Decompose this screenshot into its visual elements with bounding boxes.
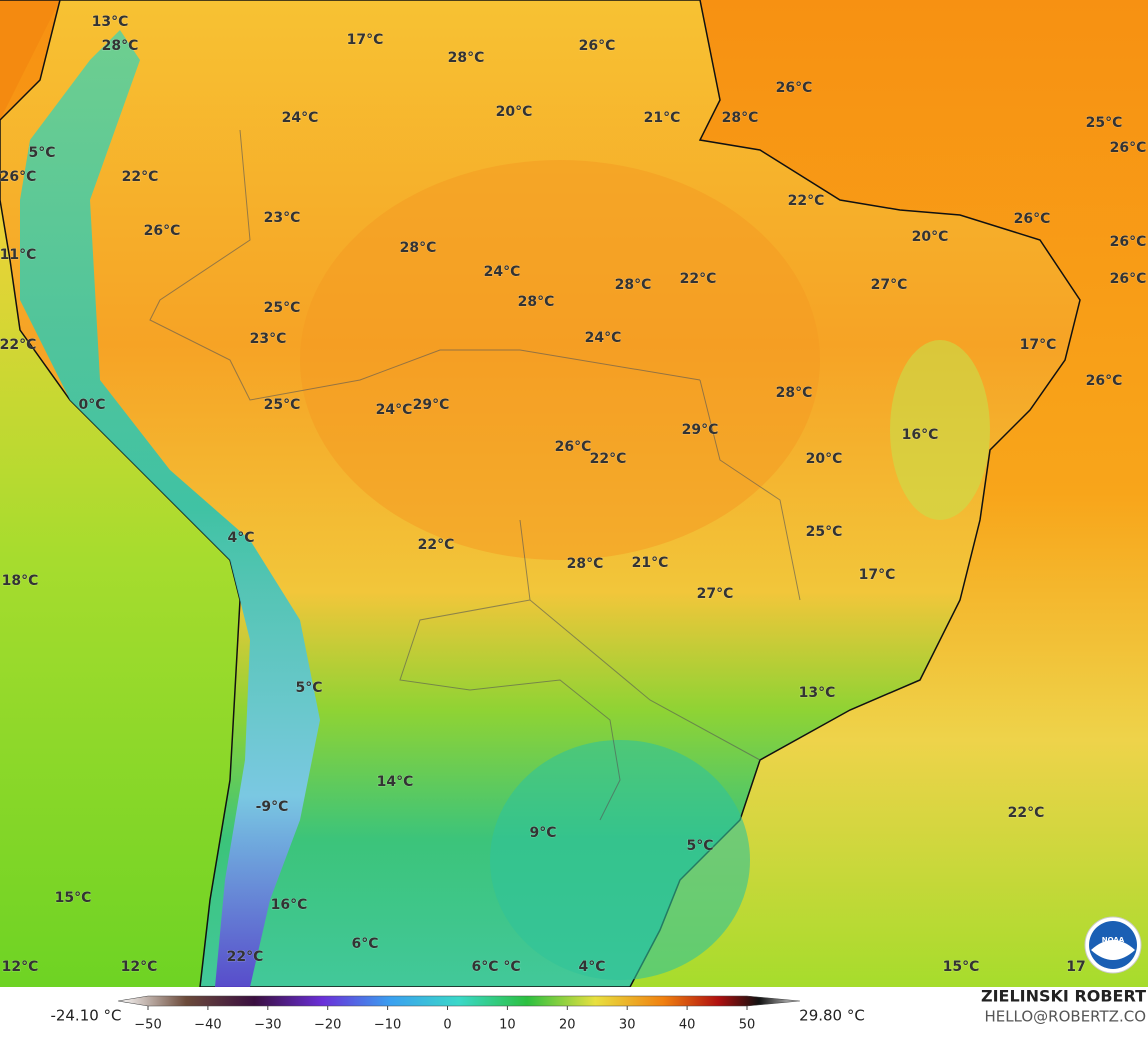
credit-name: ZIELINSKI ROBERT <box>981 987 1146 1006</box>
temperature-label: 17 <box>1066 959 1085 975</box>
temperature-label: 18°C <box>2 573 39 589</box>
temperature-label: 22°C <box>227 949 264 965</box>
temperature-label: 15°C <box>55 890 92 906</box>
temperature-label: 24°C <box>376 402 413 418</box>
temperature-label: 28°C <box>567 556 604 572</box>
temperature-label: 22°C <box>680 271 717 287</box>
temperature-label: 22°C <box>788 193 825 209</box>
temperature-label: 13°C <box>92 14 129 30</box>
temperature-labels: 13°C28°C 17°C28°C26°C26°C20°C 21°C 28°C24°C… <box>0 14 1147 976</box>
temperature-label: 28°C <box>776 385 813 401</box>
temperature-label: 29°C <box>413 397 450 413</box>
temperature-label: 20°C <box>496 104 533 120</box>
temperature-label: 25°C <box>264 300 301 316</box>
temperature-label: 0°C <box>78 397 105 413</box>
temperature-label: 15°C <box>943 959 980 975</box>
temperature-label: 26°C <box>776 80 813 96</box>
temperature-label: 21°C <box>644 110 681 126</box>
temperature-label: 23°C <box>250 331 287 347</box>
colorbar-ticks: −50 −40 −30 −20 −10 0 10 20 30 40 50 <box>134 1006 755 1033</box>
colorbar-tick-label: −10 <box>374 1018 401 1033</box>
temperature-label: 6°C <box>471 959 498 975</box>
temperature-label: 5°C <box>295 680 322 696</box>
footer-bg <box>0 987 1148 1035</box>
colorbar-tick-label: 50 <box>739 1018 756 1033</box>
colorbar-tick-label: −30 <box>254 1018 281 1033</box>
temperature-label: 28°C <box>102 38 139 54</box>
temperature-label: 5°C <box>28 145 55 161</box>
temperature-label: 26°C <box>555 439 592 455</box>
temperature-label: 26°C <box>1110 140 1147 156</box>
temperature-label: 20°C <box>912 229 949 245</box>
temperature-label: 27°C <box>871 277 908 293</box>
temperature-label: 5°C <box>686 838 713 854</box>
map-background <box>0 0 1148 988</box>
temperature-label: 25°C <box>264 397 301 413</box>
temperature-label: 16°C <box>902 427 939 443</box>
temperature-label: 17°C <box>859 567 896 583</box>
temperature-label: 21°C <box>632 555 669 571</box>
temperature-label: 28°C <box>518 294 555 310</box>
temperature-label: 14°C <box>377 774 414 790</box>
temperature-label: 20°C <box>806 451 843 467</box>
temperature-label: 26°C <box>1086 373 1123 389</box>
credit-contact: HELLO@ROBERTZ.CO <box>984 1008 1146 1026</box>
temperature-label: 26°C <box>144 223 181 239</box>
temperature-label: 25°C <box>806 524 843 540</box>
temperature-label: 28°C <box>448 50 485 66</box>
temperature-label: 22°C <box>122 169 159 185</box>
colorbar <box>117 995 801 1007</box>
colorbar-tick-label: −40 <box>194 1018 221 1033</box>
temperature-label: 9°C <box>529 825 556 841</box>
temperature-label: 27°C <box>697 586 734 602</box>
colorbar-tick-label: −20 <box>314 1018 341 1033</box>
temperature-label: 22°C <box>0 337 36 353</box>
temperature-label: 25°C <box>1086 115 1123 131</box>
temperature-label: 24°C <box>282 110 319 126</box>
logo-text: NOAA <box>1102 936 1125 944</box>
temperature-label: 26°C <box>1110 234 1147 250</box>
temperature-label: 4°C <box>227 530 254 546</box>
temperature-label: 17°C <box>347 32 384 48</box>
temperature-label: 24°C <box>585 330 622 346</box>
temperature-label: 24°C <box>484 264 521 280</box>
temperature-label: -9°C <box>256 799 289 815</box>
temperature-label: 17°C <box>1020 337 1057 353</box>
temperature-label: 12°C <box>121 959 158 975</box>
temperature-label: 26°C <box>0 169 36 185</box>
colorbar-tick-label: 30 <box>619 1018 636 1033</box>
temperature-label: 13°C <box>799 685 836 701</box>
colorbar-tick-label: −50 <box>134 1018 161 1033</box>
colorbar-tick-label: 0 <box>443 1018 451 1033</box>
noaa-logo: NOAA <box>1084 916 1142 974</box>
temperature-label: 11°C <box>0 247 36 263</box>
temperature-label: 28°C <box>400 240 437 256</box>
temperature-label: 28°C <box>615 277 652 293</box>
temperature-label: 22°C <box>590 451 627 467</box>
temperature-label: 26°C <box>1014 211 1051 227</box>
temperature-label: 12°C <box>2 959 39 975</box>
colorbar-tick-label: 10 <box>499 1018 516 1033</box>
colorbar-tick-label: 20 <box>559 1018 576 1033</box>
temperature-label: 16°C <box>271 897 308 913</box>
temperature-label: 29°C <box>682 422 719 438</box>
colorbar-min: -24.10 °C <box>50 1007 121 1025</box>
temperature-label: 28°C <box>722 110 759 126</box>
temperature-label: 22°C <box>418 537 455 553</box>
temperature-label: 23°C <box>264 210 301 226</box>
colorbar-tick-label: 40 <box>679 1018 696 1033</box>
temperature-label: 26°C <box>1110 271 1147 287</box>
temperature-label: 26°C <box>579 38 616 54</box>
temperature-label: 4°C <box>578 959 605 975</box>
temperature-label: 6°C <box>351 936 378 952</box>
temperature-label: 22°C <box>1008 805 1045 821</box>
colorbar-max: 29.80 °C <box>799 1007 865 1025</box>
temperature-label: °C <box>503 959 520 975</box>
